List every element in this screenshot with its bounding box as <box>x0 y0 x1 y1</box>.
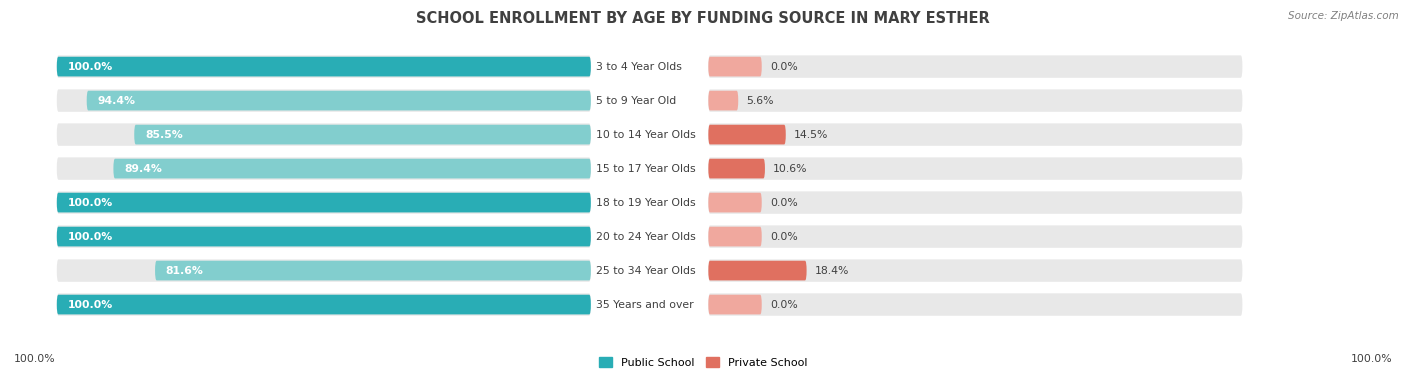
Text: 3 to 4 Year Olds: 3 to 4 Year Olds <box>596 61 682 72</box>
FancyBboxPatch shape <box>709 125 786 144</box>
FancyBboxPatch shape <box>87 91 591 110</box>
FancyBboxPatch shape <box>56 55 591 78</box>
Text: 94.4%: 94.4% <box>97 96 135 106</box>
FancyBboxPatch shape <box>709 123 1243 146</box>
FancyBboxPatch shape <box>709 227 762 247</box>
FancyBboxPatch shape <box>56 89 591 112</box>
Text: 20 to 24 Year Olds: 20 to 24 Year Olds <box>596 231 696 242</box>
FancyBboxPatch shape <box>56 57 591 77</box>
FancyBboxPatch shape <box>709 159 765 178</box>
Text: 100.0%: 100.0% <box>67 231 112 242</box>
Text: 100.0%: 100.0% <box>67 198 112 208</box>
FancyBboxPatch shape <box>709 259 1243 282</box>
Text: 10 to 14 Year Olds: 10 to 14 Year Olds <box>596 130 696 139</box>
Text: 0.0%: 0.0% <box>769 231 797 242</box>
FancyBboxPatch shape <box>56 293 591 316</box>
FancyBboxPatch shape <box>709 89 1243 112</box>
FancyBboxPatch shape <box>134 125 591 144</box>
FancyBboxPatch shape <box>709 261 807 280</box>
Text: 18 to 19 Year Olds: 18 to 19 Year Olds <box>596 198 696 208</box>
FancyBboxPatch shape <box>709 293 1243 316</box>
FancyBboxPatch shape <box>709 91 738 110</box>
FancyBboxPatch shape <box>56 295 591 314</box>
Text: 100.0%: 100.0% <box>67 61 112 72</box>
FancyBboxPatch shape <box>709 192 1243 214</box>
Text: 5 to 9 Year Old: 5 to 9 Year Old <box>596 96 676 106</box>
Text: 85.5%: 85.5% <box>145 130 183 139</box>
Text: 35 Years and over: 35 Years and over <box>596 300 693 310</box>
FancyBboxPatch shape <box>56 193 591 212</box>
FancyBboxPatch shape <box>709 55 1243 78</box>
FancyBboxPatch shape <box>709 295 762 314</box>
FancyBboxPatch shape <box>56 192 591 214</box>
FancyBboxPatch shape <box>56 157 591 180</box>
Text: 0.0%: 0.0% <box>769 198 797 208</box>
Text: 89.4%: 89.4% <box>124 164 162 173</box>
Text: 18.4%: 18.4% <box>814 265 849 276</box>
Text: 5.6%: 5.6% <box>747 96 773 106</box>
Legend: Public School, Private School: Public School, Private School <box>599 357 807 368</box>
Text: 15 to 17 Year Olds: 15 to 17 Year Olds <box>596 164 696 173</box>
Text: 0.0%: 0.0% <box>769 61 797 72</box>
FancyBboxPatch shape <box>56 227 591 247</box>
FancyBboxPatch shape <box>709 57 762 77</box>
Text: 100.0%: 100.0% <box>67 300 112 310</box>
Text: 14.5%: 14.5% <box>794 130 828 139</box>
FancyBboxPatch shape <box>114 159 591 178</box>
FancyBboxPatch shape <box>709 193 762 212</box>
Text: 81.6%: 81.6% <box>166 265 204 276</box>
Text: 25 to 34 Year Olds: 25 to 34 Year Olds <box>596 265 696 276</box>
FancyBboxPatch shape <box>56 225 591 248</box>
FancyBboxPatch shape <box>56 123 591 146</box>
Text: 100.0%: 100.0% <box>14 354 56 365</box>
Text: 0.0%: 0.0% <box>769 300 797 310</box>
FancyBboxPatch shape <box>709 225 1243 248</box>
Text: Source: ZipAtlas.com: Source: ZipAtlas.com <box>1288 11 1399 21</box>
Text: 10.6%: 10.6% <box>773 164 807 173</box>
Text: 100.0%: 100.0% <box>1350 354 1392 365</box>
Text: SCHOOL ENROLLMENT BY AGE BY FUNDING SOURCE IN MARY ESTHER: SCHOOL ENROLLMENT BY AGE BY FUNDING SOUR… <box>416 11 990 26</box>
FancyBboxPatch shape <box>56 259 591 282</box>
FancyBboxPatch shape <box>709 157 1243 180</box>
FancyBboxPatch shape <box>155 261 591 280</box>
